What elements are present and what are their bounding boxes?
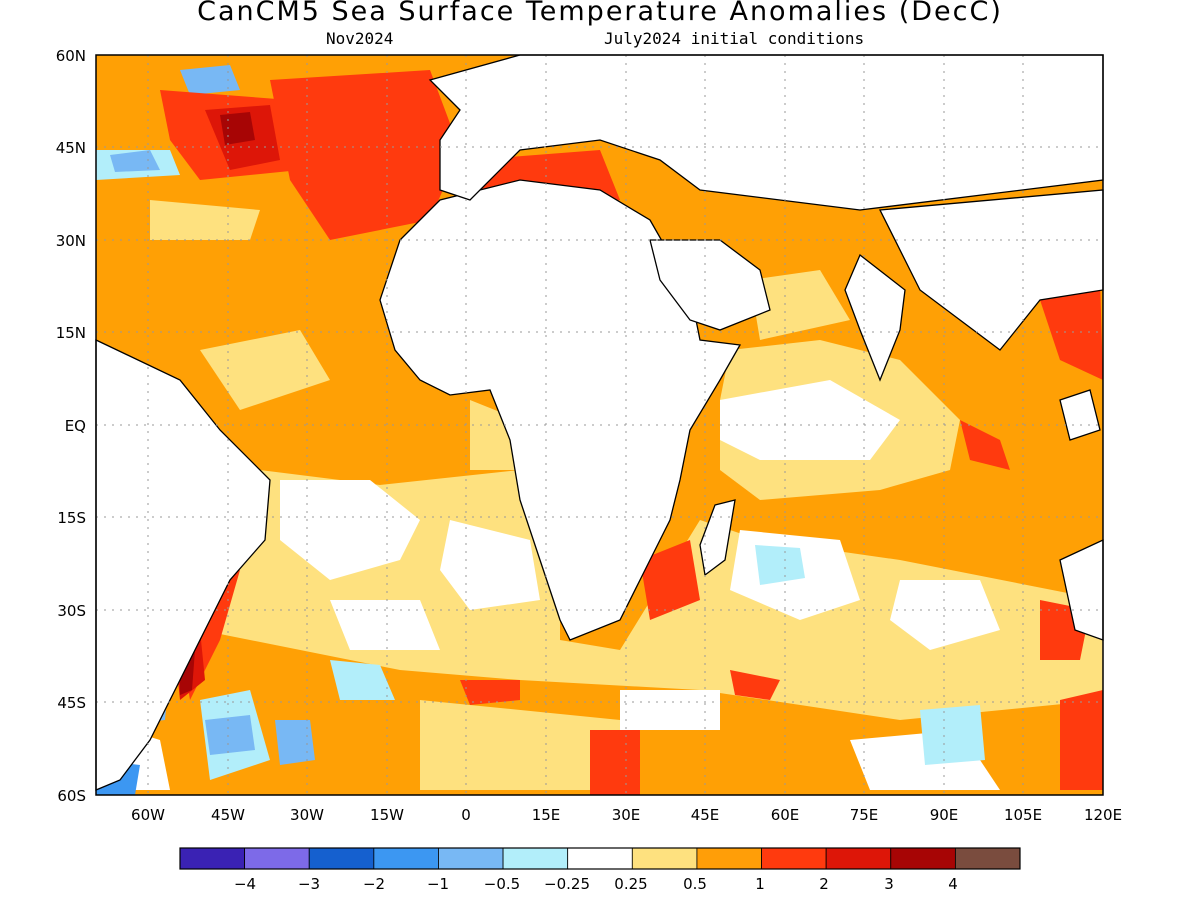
lon-label: 60E: [771, 806, 800, 824]
map-frame: [95, 54, 1104, 796]
colorbar-swatch: [308, 847, 375, 870]
mozambique-red: [640, 540, 700, 620]
south-atlantic-cyan: [330, 660, 395, 700]
south-atlantic-neutral: [280, 480, 420, 580]
colorbar-swatch: [825, 847, 892, 870]
labrador-blue: [110, 150, 160, 172]
lon-label: 15E: [532, 806, 561, 824]
initial-conditions: July2024 initial conditions: [604, 29, 865, 48]
lat-label: 45S: [57, 694, 86, 712]
graticule: [96, 55, 1103, 795]
land: [95, 54, 1104, 791]
south-indian-cyan: [755, 545, 805, 585]
lon-label: 45E: [691, 806, 720, 824]
map-title: CanCM5 Sea Surface Temperature Anomalies…: [197, 0, 1003, 27]
lat-label: 45N: [56, 139, 86, 157]
colorbar-swatch: [567, 847, 633, 870]
bay-of-bengal-light: [750, 270, 850, 340]
sumatra-red: [960, 420, 1010, 470]
lat-label: 30S: [57, 602, 86, 620]
colorbar-label: 4: [948, 875, 958, 893]
arabia-land: [649, 239, 771, 331]
colorbar-labels: −4 −3 −2 −1 −0.5 −0.25 0.25 0.5 1 2 3 4: [234, 875, 958, 893]
lon-label: 0: [461, 806, 471, 824]
lon-label: 105E: [1004, 806, 1042, 824]
lon-label: 30E: [612, 806, 641, 824]
colorbar-swatch: [373, 847, 439, 870]
lon-label: 90E: [930, 806, 959, 824]
colorbar-swatch: [502, 847, 569, 870]
colorbar-swatch: [438, 847, 504, 870]
mid-atlantic-neutral: [330, 600, 440, 650]
lat-label: EQ: [65, 417, 86, 435]
southern-ocean-cyan: [920, 705, 985, 765]
india-land: [844, 253, 906, 382]
colorbar-label: 1: [755, 875, 765, 893]
lon-label: 60W: [131, 806, 165, 824]
colorbar-label: −0.25: [544, 875, 590, 893]
lon-label: 45W: [211, 806, 245, 824]
sw-atlantic-lightblue-2: [275, 720, 315, 765]
north-atlantic-light: [150, 200, 260, 240]
colorbar-swatch: [761, 847, 827, 870]
southern-ocean-red-2: [1060, 690, 1103, 790]
colorbar-swatch: [631, 847, 698, 870]
colorbar-swatches: [179, 847, 1021, 870]
colorbar-label: −3: [298, 875, 320, 893]
south-indian-neutral-2: [890, 580, 1000, 650]
colorbar-label: 2: [819, 875, 829, 893]
forecast-month: Nov2024: [326, 29, 394, 48]
colorbar-label: −2: [363, 875, 385, 893]
colorbar-label: 0.25: [614, 875, 647, 893]
lon-label: 120E: [1084, 806, 1122, 824]
anomaly-slight-negative: [96, 150, 985, 780]
colorbar-swatch: [179, 847, 246, 870]
lon-label: 75E: [850, 806, 879, 824]
colorbar-label: −0.5: [484, 875, 520, 893]
south-china-sea-red: [1040, 280, 1103, 380]
south-indian-red: [730, 670, 780, 700]
southern-ocean-light: [420, 700, 640, 790]
lat-label: 60N: [56, 47, 86, 65]
longitude-axis: 60W 45W 30W 15W 0 15E 30E 45E 60E 75E 90…: [131, 806, 1122, 824]
colorbar-swatch: [244, 847, 310, 870]
indian-equator-neutral: [720, 380, 900, 460]
lat-label: 30N: [56, 232, 86, 250]
southern-ocean-neutral: [620, 690, 720, 730]
africa-land: [379, 179, 742, 641]
southern-ocean-red: [590, 730, 640, 795]
colorbar-label: 0.5: [683, 875, 707, 893]
north-atlantic-red: [270, 70, 460, 240]
north-atlantic-maroon: [220, 112, 255, 145]
lat-label: 15S: [57, 509, 86, 527]
colorbar-label: 3: [884, 875, 894, 893]
colorbar-swatch: [954, 847, 1021, 870]
colorbar-swatch: [890, 847, 956, 870]
madagascar-land: [699, 499, 736, 577]
south-america-land: [95, 338, 271, 791]
lat-label: 15N: [56, 324, 86, 342]
colorbar-swatch: [696, 847, 762, 870]
north-atlantic-blue: [180, 65, 240, 95]
lat-label: 60S: [57, 787, 86, 805]
anomaly-neutral: [96, 380, 1000, 790]
lon-label: 30W: [290, 806, 324, 824]
sw-atlantic-lightblue: [205, 715, 255, 755]
lon-label: 15W: [370, 806, 404, 824]
colorbar-frame: [179, 847, 1021, 870]
borneo-land: [1059, 389, 1101, 441]
colorbar: −4 −3 −2 −1 −0.5 −0.25 0.25 0.5 1 2 3 4: [179, 847, 1021, 893]
colorbar-label: −4: [234, 875, 256, 893]
colorbar-label: −1: [427, 875, 449, 893]
tropical-atlantic-light: [200, 330, 330, 410]
latitude-axis: 60N 45N 30N 15N EQ 15S 30S 45S 60S: [56, 47, 86, 805]
south-atlantic-red: [460, 680, 520, 705]
south-atlantic-neutral-2: [440, 520, 540, 610]
